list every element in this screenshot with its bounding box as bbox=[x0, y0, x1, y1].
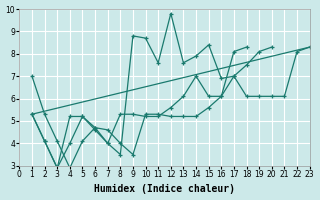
X-axis label: Humidex (Indice chaleur): Humidex (Indice chaleur) bbox=[94, 184, 235, 194]
